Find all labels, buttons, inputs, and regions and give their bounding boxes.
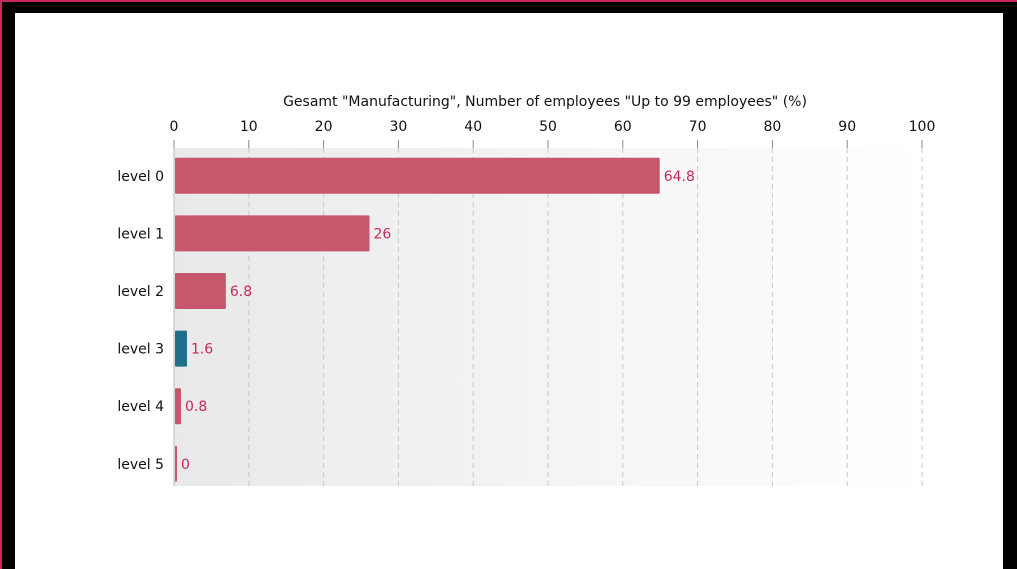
- bar-level-4: [175, 388, 181, 425]
- category-label: level 5: [117, 457, 164, 473]
- bar-level-0: [175, 157, 660, 194]
- plot-area: [174, 148, 922, 486]
- category-label: level 2: [117, 284, 164, 300]
- category-label: level 4: [117, 399, 164, 415]
- value-label: 1.6: [191, 342, 213, 358]
- bar-level-5: [175, 445, 177, 482]
- bar-level-3: [175, 330, 187, 367]
- value-label: 0: [181, 457, 190, 473]
- category-label: level 0: [117, 169, 164, 185]
- bars: [175, 157, 660, 482]
- accent-rule-left: [0, 0, 2, 569]
- x-tick-label: 50: [539, 119, 557, 135]
- category-labels: level 0 level 1 level 2 level 3 level 4 level…: [117, 169, 164, 473]
- accent-rule-top: [0, 0, 1017, 2]
- x-tick-label: 80: [763, 119, 781, 135]
- x-tick-label: 10: [240, 119, 258, 135]
- category-label: level 1: [117, 226, 164, 242]
- bar-level-1: [175, 215, 370, 252]
- value-label: 6.8: [230, 284, 252, 300]
- value-label: 26: [373, 226, 391, 242]
- x-tick-label: 60: [614, 119, 632, 135]
- x-tick-label: 70: [689, 119, 707, 135]
- category-label: level 3: [117, 342, 164, 358]
- x-tick-label: 20: [315, 119, 333, 135]
- value-label: 64.8: [664, 169, 695, 185]
- grid-lines: [173, 148, 923, 486]
- x-tick-label: 0: [170, 119, 179, 135]
- x-axis-ticks: 0 10 20 30 40 50 60 70 80 90 100: [170, 119, 936, 148]
- x-tick-label: 90: [838, 119, 856, 135]
- x-tick-label: 40: [464, 119, 482, 135]
- x-tick-label: 100: [909, 119, 936, 135]
- chart-title: Gesamt "Manufacturing", Number of employ…: [283, 94, 807, 110]
- x-tick-label: 30: [389, 119, 407, 135]
- value-labels: 64.8 26 6.8 1.6 0.8 0: [181, 169, 695, 473]
- bar-level-2: [175, 273, 226, 309]
- value-label: 0.8: [185, 399, 207, 415]
